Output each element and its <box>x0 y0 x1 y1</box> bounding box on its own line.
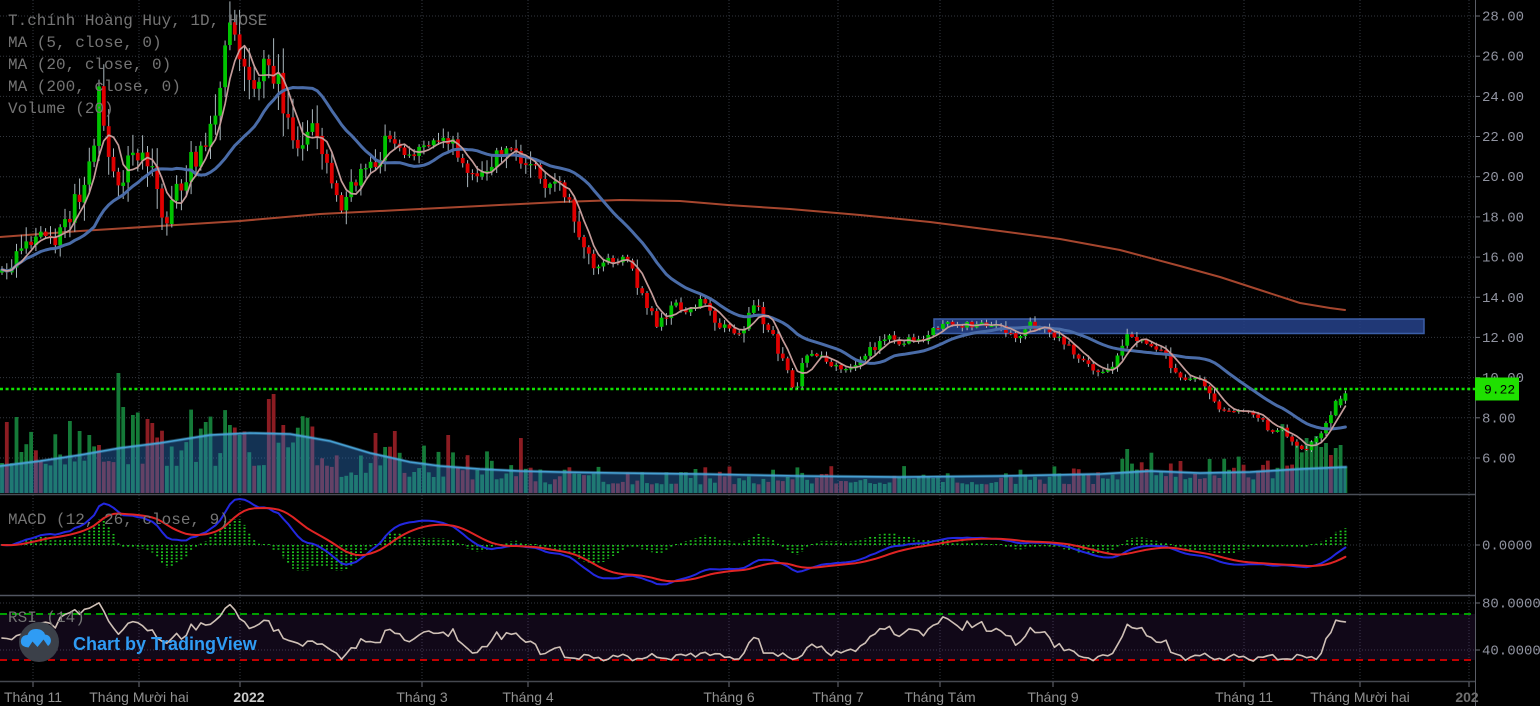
svg-text:80.0000: 80.0000 <box>1482 597 1540 613</box>
svg-text:40.0000: 40.0000 <box>1482 644 1540 660</box>
svg-text:RSI (14): RSI (14) <box>8 609 85 627</box>
svg-text:22.00: 22.00 <box>1482 130 1524 146</box>
svg-text:2022: 2022 <box>233 689 264 705</box>
svg-text:24.00: 24.00 <box>1482 90 1524 106</box>
svg-text:202: 202 <box>1455 689 1479 705</box>
svg-text:Tháng Tám: Tháng Tám <box>904 689 975 705</box>
svg-text:16.00: 16.00 <box>1482 251 1524 267</box>
svg-text:20.00: 20.00 <box>1482 170 1524 186</box>
svg-text:8.00: 8.00 <box>1482 411 1516 427</box>
svg-text:26.00: 26.00 <box>1482 50 1524 66</box>
svg-text:Tháng Mười hai: Tháng Mười hai <box>1310 689 1409 705</box>
svg-text:MA (5, close, 0): MA (5, close, 0) <box>8 34 162 52</box>
svg-text:Tháng 3: Tháng 3 <box>396 689 448 705</box>
svg-text:18.00: 18.00 <box>1482 210 1524 226</box>
svg-text:14.00: 14.00 <box>1482 291 1524 307</box>
svg-text:Tháng 11: Tháng 11 <box>1215 689 1273 705</box>
svg-text:12.00: 12.00 <box>1482 331 1524 347</box>
svg-text:Tháng 4: Tháng 4 <box>502 689 554 705</box>
svg-text:MACD (12, 26, close, 9): MACD (12, 26, close, 9) <box>8 511 229 529</box>
svg-text:Chart by TradingView: Chart by TradingView <box>73 634 258 654</box>
svg-text:MA (20, close, 0): MA (20, close, 0) <box>8 56 171 74</box>
svg-text:Volume (20): Volume (20) <box>8 100 114 118</box>
svg-text:Tháng 9: Tháng 9 <box>1027 689 1079 705</box>
svg-text:9.22: 9.22 <box>1484 383 1515 398</box>
svg-text:0.0000: 0.0000 <box>1482 539 1532 555</box>
svg-text:6.00: 6.00 <box>1482 452 1516 468</box>
svg-text:Tháng Mười hai: Tháng Mười hai <box>89 689 188 705</box>
svg-text:Tháng 7: Tháng 7 <box>812 689 864 705</box>
svg-text:28.00: 28.00 <box>1482 10 1524 26</box>
svg-text:T.chính Hoàng Huy, 1D, HOSE: T.chính Hoàng Huy, 1D, HOSE <box>8 12 267 30</box>
svg-text:Tháng 6: Tháng 6 <box>703 689 755 705</box>
svg-text:Tháng 11: Tháng 11 <box>4 689 62 705</box>
svg-text:MA (200, close, 0): MA (200, close, 0) <box>8 78 181 96</box>
